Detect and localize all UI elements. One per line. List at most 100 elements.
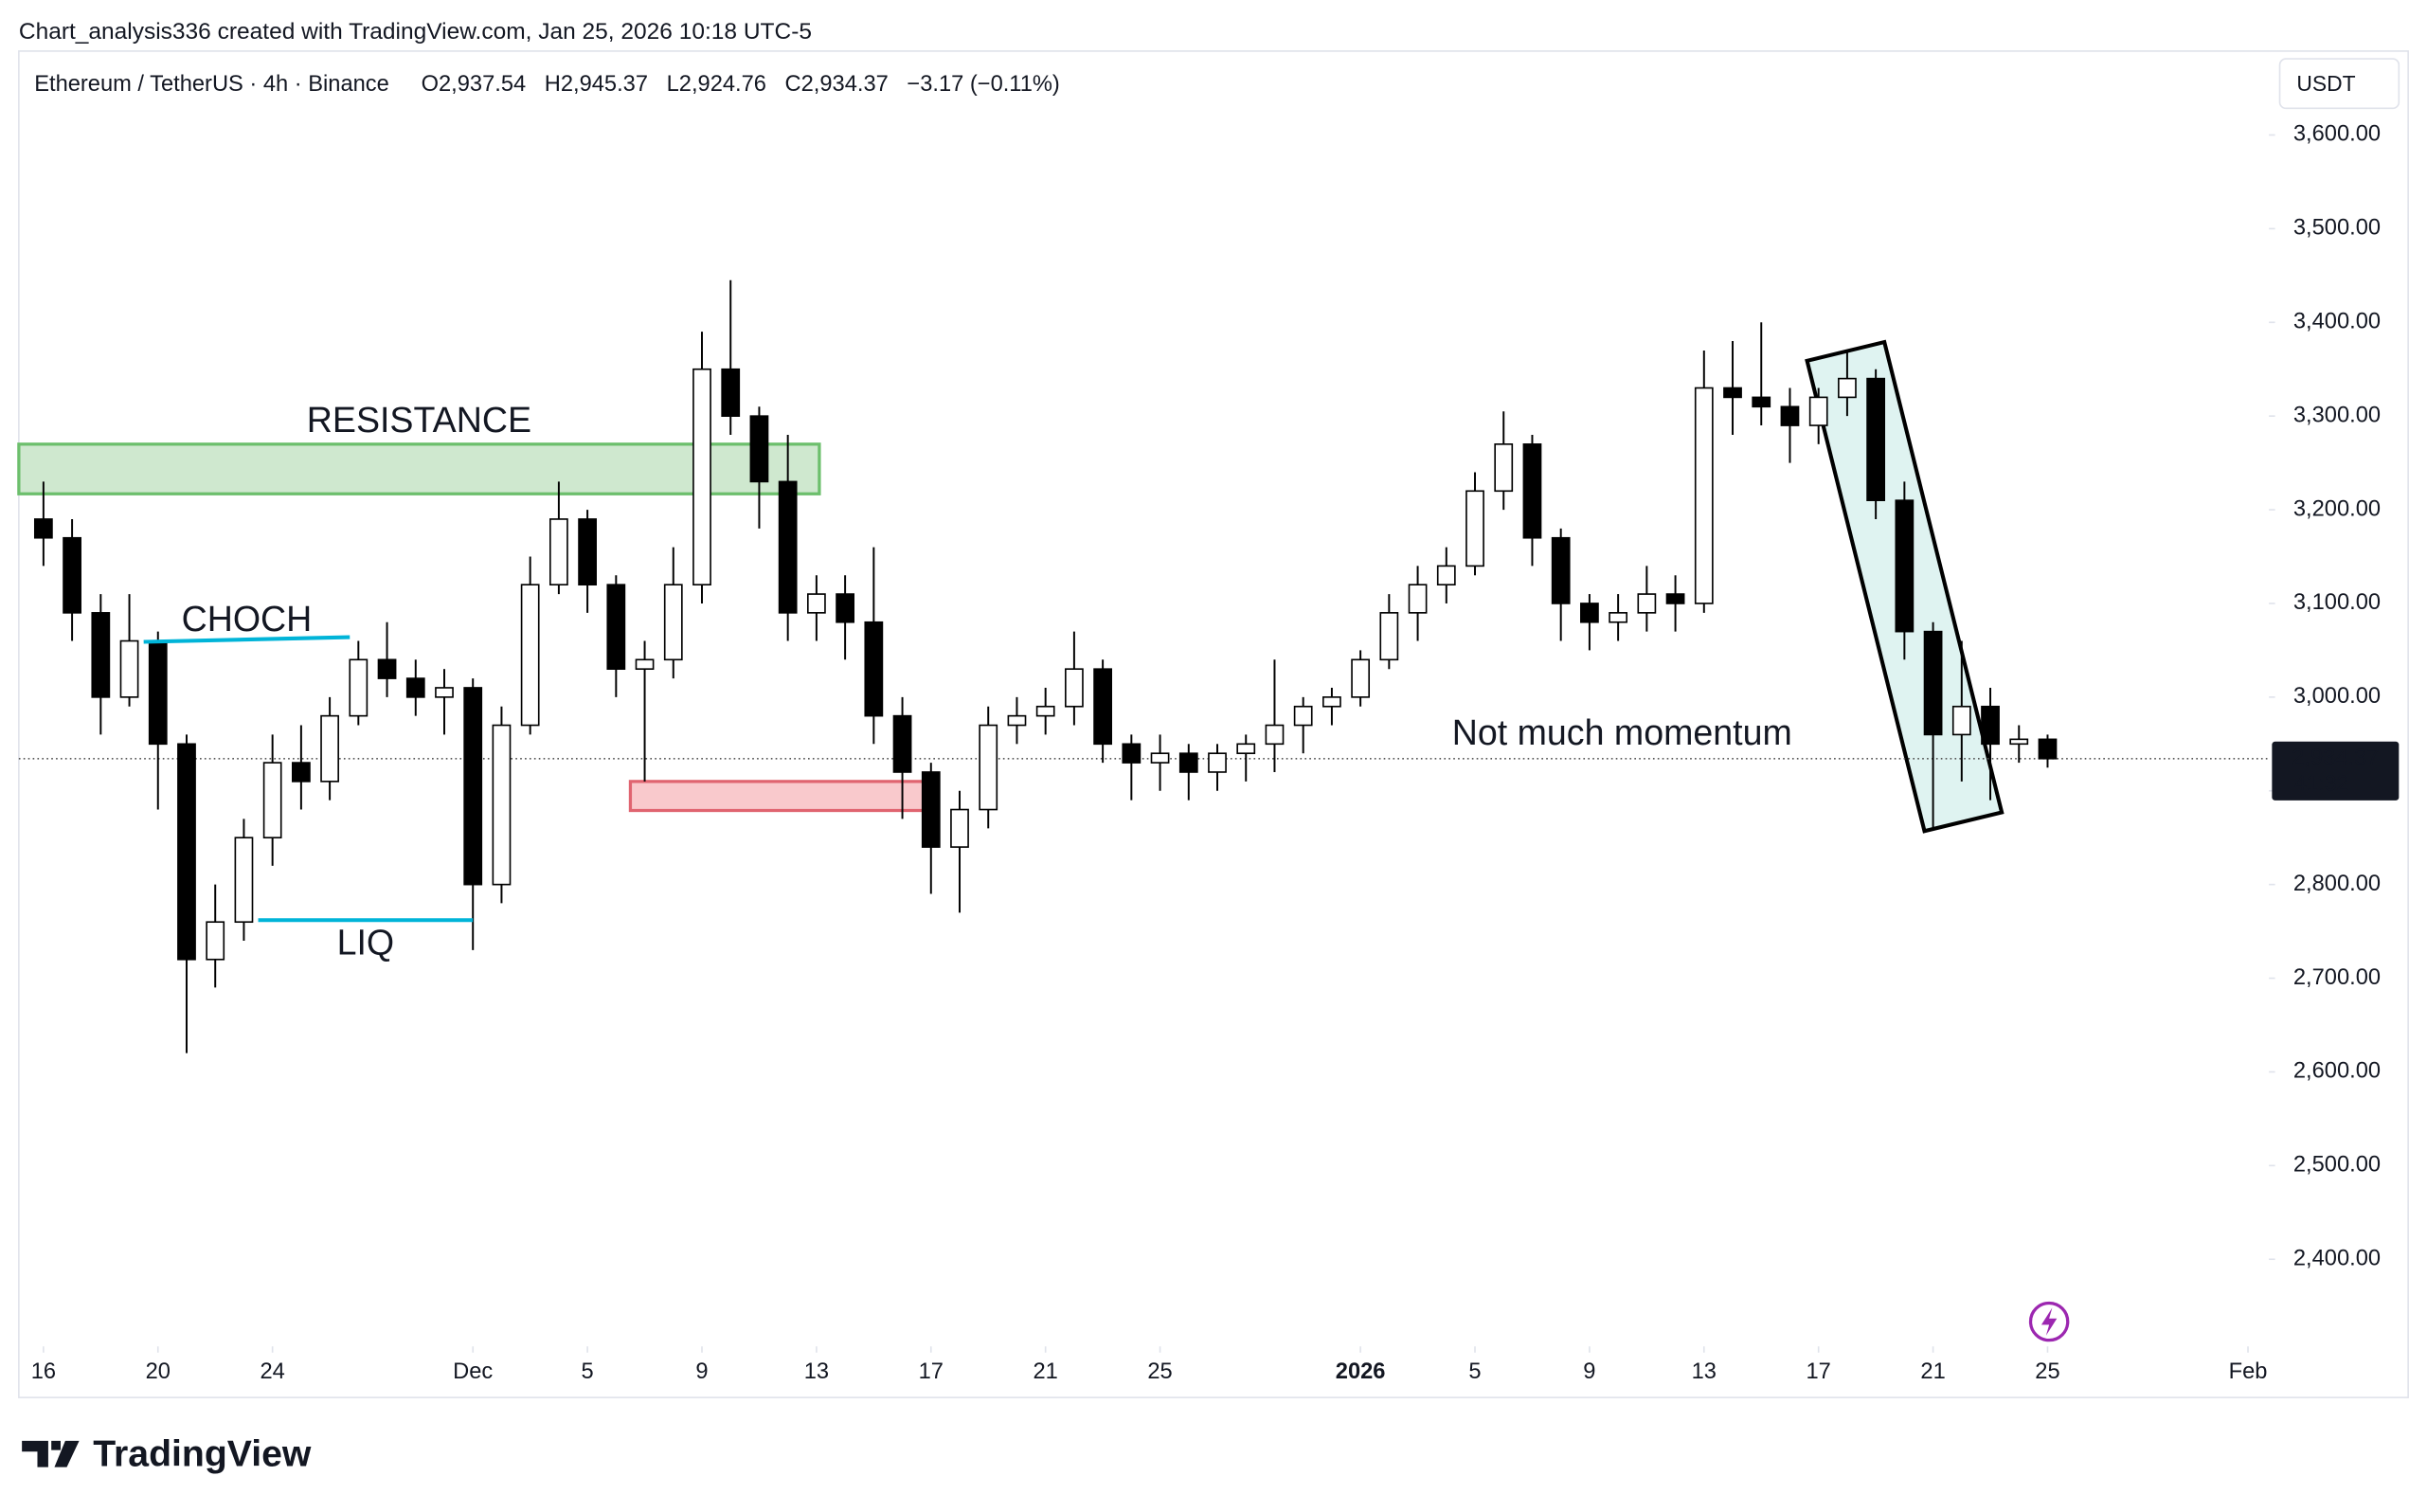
- logo-mark: [22, 1440, 80, 1467]
- x-tick-label: 20: [146, 1359, 171, 1384]
- candle-body: [1265, 724, 1285, 746]
- candle-body: [749, 415, 769, 483]
- x-tick-label: 5: [1468, 1359, 1481, 1384]
- candle-body: [148, 639, 168, 746]
- candle-body: [63, 536, 81, 614]
- candle-body: [349, 658, 369, 717]
- candle-body: [91, 612, 111, 698]
- candle-body: [578, 518, 597, 585]
- x-tick-label: 25: [1147, 1359, 1172, 1384]
- countdown: 41:32: [2294, 771, 2348, 796]
- ohlc-legend: O2,937.54 H2,945.37 L2,924.76 C2,934.37 −3.1…: [422, 72, 1060, 97]
- candle-body: [921, 771, 941, 848]
- candle-body: [177, 743, 196, 961]
- y-tick-label: 3,600.00: [2293, 122, 2381, 147]
- symbol: Ethereum / TetherUS · 4h · Binance: [34, 72, 389, 97]
- plot-area: 2,400.00 2,500.00 2,600.00 2,700.00 2,800.00…: [17, 122, 2400, 1384]
- candle-body: [1665, 593, 1685, 604]
- candle-body: [1150, 752, 1170, 764]
- candle-body: [206, 921, 225, 961]
- x-tick-label: 17: [1807, 1359, 1831, 1384]
- candle-body: [1322, 696, 1341, 708]
- candle-body: [1923, 630, 1943, 736]
- candle-body: [692, 368, 711, 585]
- candle-body: [1178, 752, 1198, 773]
- ohlc-value: −3.17 (−0.11%): [907, 72, 1059, 97]
- ohlc-value: C2,934.37: [785, 72, 889, 97]
- candle-body: [663, 584, 683, 661]
- candle-body: [1609, 612, 1628, 623]
- level-label: LIQ: [337, 922, 395, 962]
- x-tick-label: 9: [1583, 1359, 1595, 1384]
- currency-button[interactable]: [2278, 58, 2400, 110]
- candle-body: [892, 714, 912, 773]
- brand-logo: TradingView: [22, 1434, 312, 1475]
- candle-body: [377, 658, 397, 679]
- x-tick-label: 5: [582, 1359, 594, 1384]
- candle-body: [520, 584, 540, 727]
- candle-body: [950, 808, 969, 848]
- candle-body: [1236, 743, 1256, 755]
- x-tick-label: 16: [31, 1359, 56, 1384]
- candle-body: [262, 762, 282, 839]
- currency[interactable]: USDT: [2296, 71, 2355, 96]
- candle-body: [836, 593, 854, 623]
- candle-body: [1780, 405, 1800, 426]
- ohlc-value: O2,937.54: [422, 72, 527, 97]
- y-tick-label: 2,500.00: [2293, 1153, 2381, 1178]
- lightning-icon[interactable]: [2028, 1301, 2070, 1342]
- candle-body: [1723, 387, 1742, 399]
- candle-body: [1551, 536, 1571, 604]
- candle-body: [1379, 612, 1399, 661]
- x-tick-label: Feb: [2229, 1359, 2268, 1384]
- y-tick-label: 3,100.00: [2293, 590, 2381, 615]
- candle-body: [606, 584, 626, 671]
- candle-body: [1122, 743, 1142, 764]
- candle-body: [1351, 658, 1371, 698]
- x-tick-label: 13: [804, 1359, 829, 1384]
- candle-body: [405, 677, 425, 698]
- x-tick-label: Dec: [453, 1359, 493, 1384]
- brand: TradingView: [93, 1434, 312, 1475]
- candle-body: [1808, 396, 1828, 426]
- last-price-label: 2,934.37: [2292, 746, 2379, 770]
- lightning-glyph: [2040, 1307, 2058, 1336]
- candle-body: [1580, 603, 1599, 623]
- candle-body: [2038, 738, 2058, 760]
- candle-body: [33, 518, 53, 539]
- zone: [628, 780, 939, 813]
- candle-body: [1895, 499, 1915, 633]
- candle-body: [1093, 668, 1113, 746]
- candle-body: [1522, 443, 1542, 539]
- attribution: Chart_analysis336 created with TradingVi…: [19, 19, 812, 45]
- candle-body: [1694, 387, 1714, 604]
- level-label: CHOCH: [182, 599, 313, 639]
- y-tick-label: 3,400.00: [2293, 310, 2381, 334]
- x-tick-label: 25: [2035, 1359, 2059, 1384]
- x-tick-label: 9: [695, 1359, 708, 1384]
- x-tick-label: 13: [1692, 1359, 1717, 1384]
- y-tick-label: 2,600.00: [2293, 1059, 2381, 1084]
- level-line: [143, 635, 351, 644]
- candle-body: [463, 687, 483, 886]
- candle-body: [320, 714, 339, 783]
- y-tick-label: 3,200.00: [2293, 496, 2381, 521]
- candle-body: [119, 639, 139, 698]
- candle-body: [291, 762, 311, 783]
- x-tick-label: 21: [1034, 1359, 1058, 1384]
- candle-body: [2009, 738, 2029, 746]
- x-tick-label: 2026: [1336, 1359, 1386, 1384]
- candle-body: [1951, 705, 1971, 736]
- candle-body: [807, 593, 826, 614]
- y-tick-label: 2,700.00: [2293, 965, 2381, 990]
- candle-body: [1494, 443, 1514, 493]
- candle-body: [1208, 752, 1227, 773]
- y-tick-label: 2,400.00: [2293, 1246, 2381, 1270]
- candle-body: [234, 837, 254, 924]
- candle-body: [979, 724, 998, 811]
- x-tick-label: 21: [1920, 1359, 1945, 1384]
- candle-body: [1465, 490, 1484, 567]
